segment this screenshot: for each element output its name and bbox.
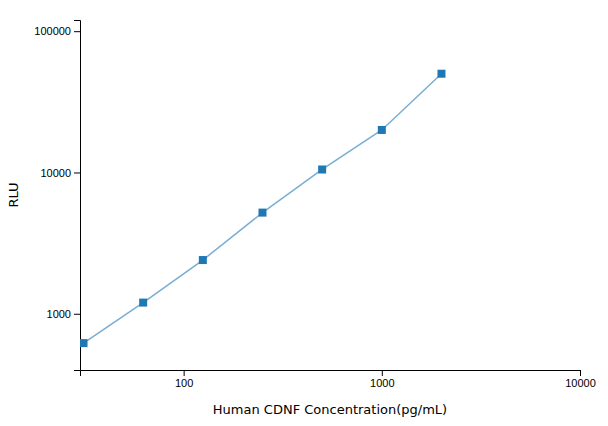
y-axis-tick: 1000 [47, 308, 80, 320]
data-point [80, 339, 88, 347]
x-axis-tick: 100 [175, 370, 193, 389]
x-axis-tick-mark [382, 370, 383, 376]
y-axis-tick: 10000 [40, 167, 80, 179]
y-axis-tick-label: 1000 [47, 308, 71, 320]
y-axis-line [74, 21, 81, 371]
y-axis-tick-mark [74, 31, 80, 32]
x-axis-tick: 10000 [565, 370, 596, 389]
plot-area: 100 1000 10000 1000 10000 100000 [34, 21, 596, 389]
x-axis-tick-label: 1000 [370, 377, 394, 389]
data-point [378, 126, 386, 134]
x-axis-tick-label: 10000 [565, 377, 596, 389]
data-point [318, 165, 326, 173]
x-axis-title: Human CDNF Concentration(pg/mL) [213, 402, 447, 417]
y-axis-tick: 100000 [34, 25, 80, 37]
x-axis-tick-mark [580, 370, 581, 376]
x-axis-tick-mark [184, 370, 185, 376]
y-axis-tick-label: 10000 [40, 167, 71, 179]
y-axis-title: RLU [6, 182, 21, 207]
y-axis-tick-mark [74, 314, 80, 315]
x-axis-tick-label: 100 [175, 377, 193, 389]
y-axis: 1000 10000 100000 [34, 21, 80, 371]
data-layer [80, 70, 445, 347]
x-axis: 100 1000 10000 [81, 370, 596, 389]
y-axis-tick-mark [74, 172, 80, 173]
chart: 100 1000 10000 1000 10000 100000 Human CDNF Co… [0, 0, 608, 426]
data-point [199, 256, 207, 264]
x-axis-tick: 1000 [370, 370, 394, 389]
data-point [437, 70, 445, 78]
series-line [84, 74, 442, 343]
data-point [258, 209, 266, 217]
data-point [139, 299, 147, 307]
y-axis-tick-label: 100000 [34, 25, 71, 37]
x-axis-line [81, 371, 581, 377]
